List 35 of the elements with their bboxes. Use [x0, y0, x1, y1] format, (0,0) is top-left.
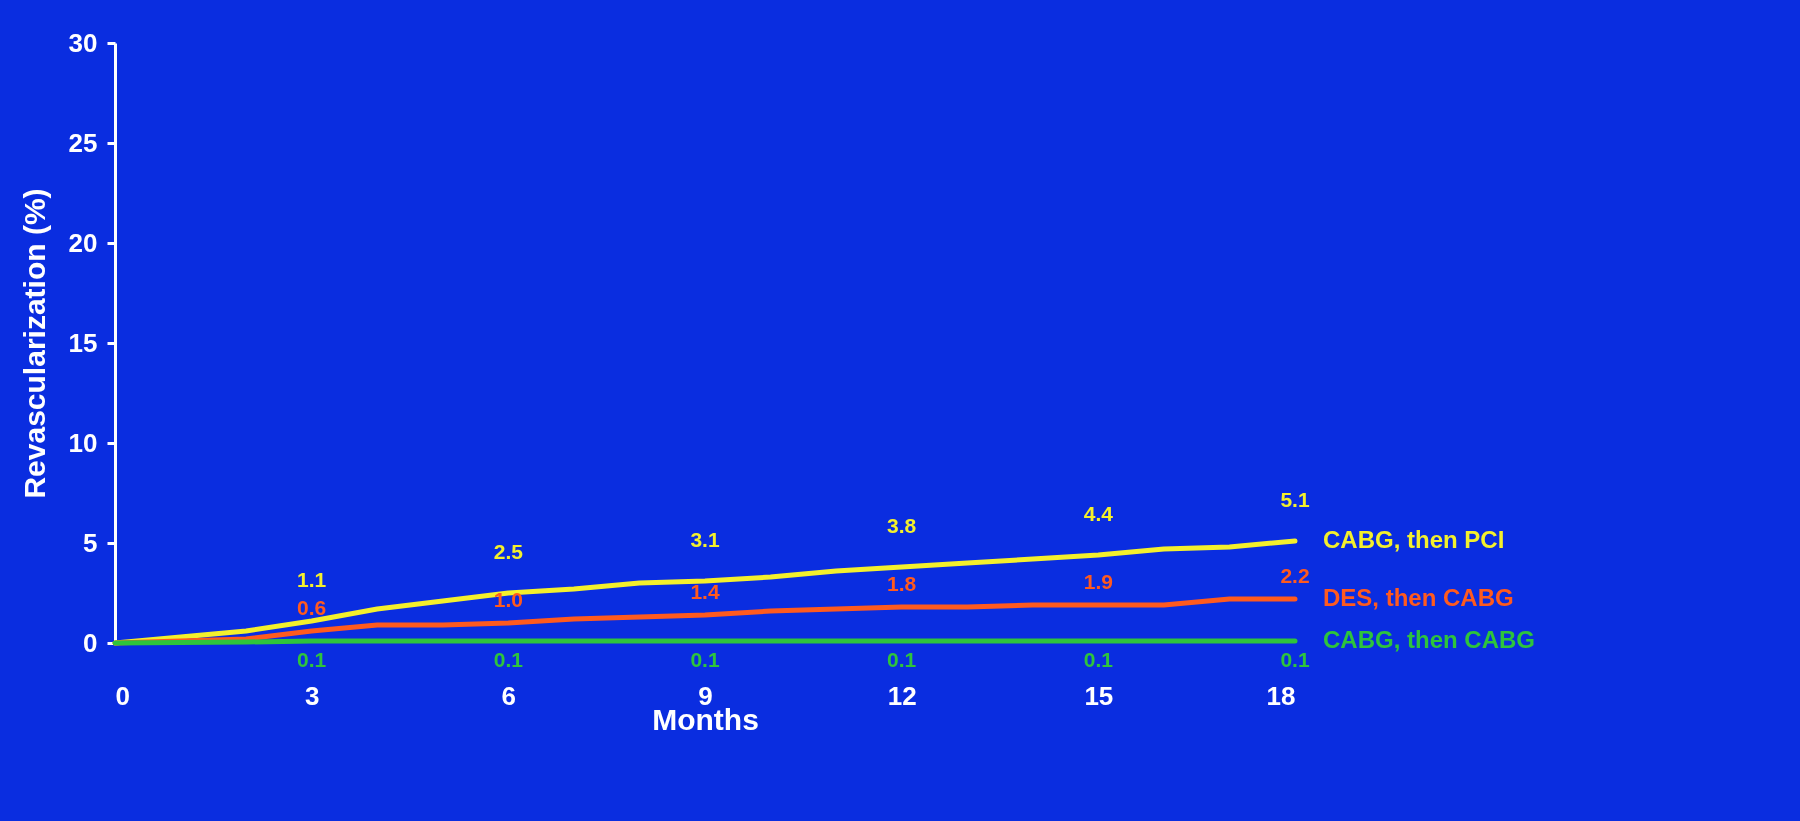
data-label: 0.1 [493, 648, 524, 671]
data-label: 3.1 [690, 528, 720, 551]
series-label: CABG, then CABG [1323, 626, 1535, 653]
data-label: 0.1 [690, 648, 720, 671]
x-tick-label: 6 [501, 680, 517, 711]
series-label: CABG, then PCI [1323, 526, 1505, 553]
x-tick-label: 18 [1266, 680, 1296, 711]
data-label: 2.2 [1280, 564, 1310, 587]
x-tick-label: 15 [1084, 680, 1114, 711]
data-label: 1.0 [493, 588, 523, 611]
data-label: 3.8 [887, 514, 917, 537]
data-label: 1.9 [1083, 570, 1113, 593]
data-label: 1.8 [887, 572, 917, 595]
x-tick-label: 12 [887, 680, 917, 711]
y-tick-label: 5 [83, 527, 98, 558]
x-tick-label: 3 [304, 680, 320, 711]
data-label: 4.4 [1083, 502, 1114, 525]
y-tick-label: 30 [68, 27, 98, 58]
data-label: 5.1 [1280, 488, 1310, 511]
y-tick-label: 15 [68, 327, 98, 358]
data-label: 1.1 [297, 568, 327, 591]
y-tick-label: 0 [83, 627, 98, 658]
data-label: 1.4 [690, 580, 720, 603]
series-label: DES, then CABG [1323, 584, 1514, 611]
y-tick-label: 25 [68, 127, 98, 158]
data-label: 0.6 [297, 596, 327, 619]
data-label: 0.1 [1083, 648, 1114, 671]
y-tick-label: 20 [68, 227, 98, 258]
data-label: 2.5 [493, 540, 524, 563]
data-label: 0.1 [297, 648, 327, 671]
data-label: 0.1 [1280, 648, 1310, 671]
y-tick-label: 10 [68, 427, 98, 458]
x-tick-label: 0 [115, 680, 130, 711]
data-label: 0.1 [887, 648, 917, 671]
y-axis-title: Revascularization (%) [17, 188, 51, 499]
